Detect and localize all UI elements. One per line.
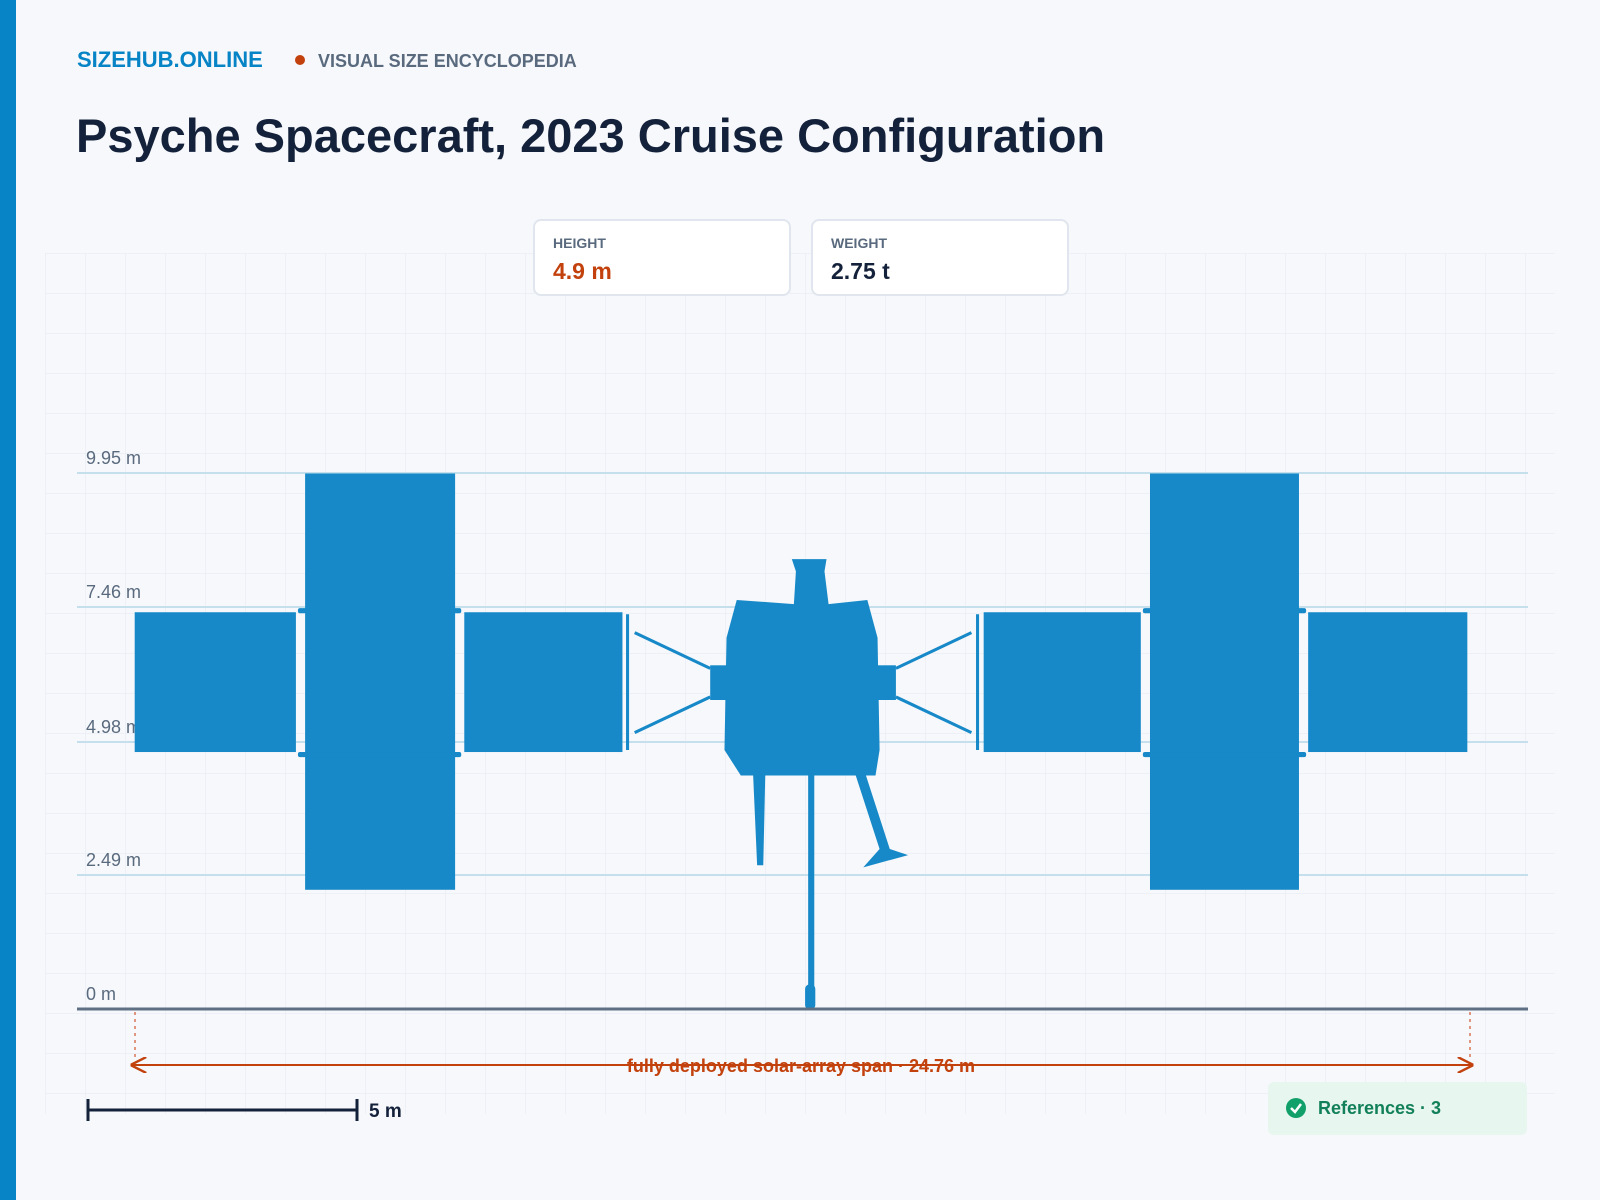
references-button[interactable]: References · 3 [1268, 1082, 1527, 1135]
page-title: Psyche Spacecraft, 2023 Cruise Configura… [76, 109, 1106, 162]
stat-card: HEIGHT 4.9 m [533, 219, 791, 296]
brand[interactable]: SIZEHUB.ONLINE [77, 47, 263, 72]
check-icon [1286, 1098, 1306, 1118]
ruler-label: 9.95 m [86, 448, 141, 468]
tagline: VISUAL SIZE ENCYCLOPEDIA [318, 51, 577, 71]
scale-label: 5 m [369, 1101, 402, 1122]
stat-value: 4.9 m [553, 258, 612, 284]
separator-dot [295, 55, 305, 65]
scale-bar [86, 1099, 359, 1121]
span-label: fully deployed solar-array span · 24.76 … [627, 1056, 975, 1076]
ruler-label: 2.49 m [86, 850, 141, 870]
stat-label: WEIGHT [831, 235, 887, 251]
ruler-label: 4.98 m [86, 717, 141, 737]
stat-card: WEIGHT 2.75 t [811, 219, 1069, 296]
spacecraft-silhouette [134, 473, 1468, 1010]
stat-value: 2.75 t [831, 258, 890, 284]
ruler-label: 7.46 m [86, 582, 141, 602]
ruler-label: 0 m [86, 984, 116, 1004]
stat-label: HEIGHT [553, 235, 606, 251]
references-label[interactable]: References · 3 [1318, 1098, 1442, 1118]
side-bar [0, 0, 16, 1200]
